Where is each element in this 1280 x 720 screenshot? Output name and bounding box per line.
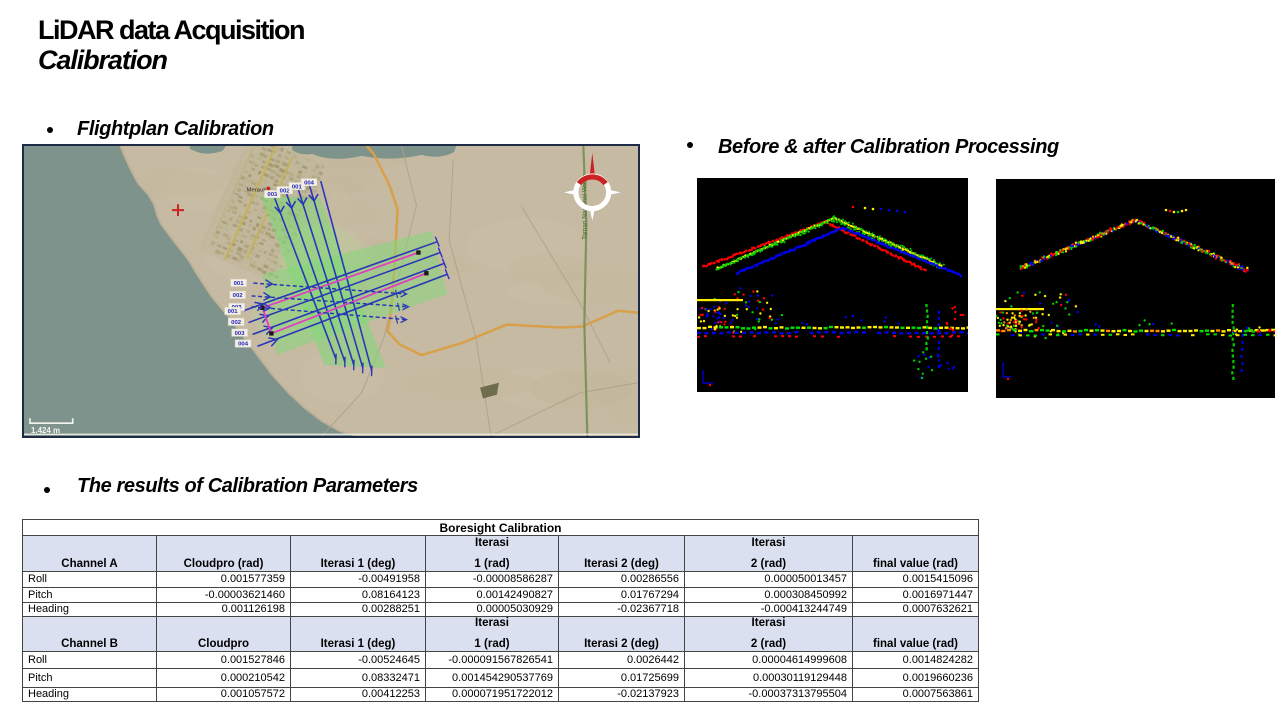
svg-text:004: 004 — [238, 342, 249, 348]
svg-text:001: 001 — [292, 184, 303, 190]
svg-text:002: 002 — [233, 293, 244, 299]
svg-text:1.424 m: 1.424 m — [31, 426, 60, 435]
svg-text:002: 002 — [231, 320, 242, 326]
svg-text:001: 001 — [228, 309, 239, 315]
svg-text:002: 002 — [280, 188, 291, 194]
svg-text:001: 001 — [234, 281, 245, 287]
svg-text:004: 004 — [304, 180, 315, 186]
svg-text:Merauke: Merauke — [247, 187, 271, 193]
svg-text:003: 003 — [267, 192, 278, 198]
svg-text:003: 003 — [235, 331, 246, 337]
